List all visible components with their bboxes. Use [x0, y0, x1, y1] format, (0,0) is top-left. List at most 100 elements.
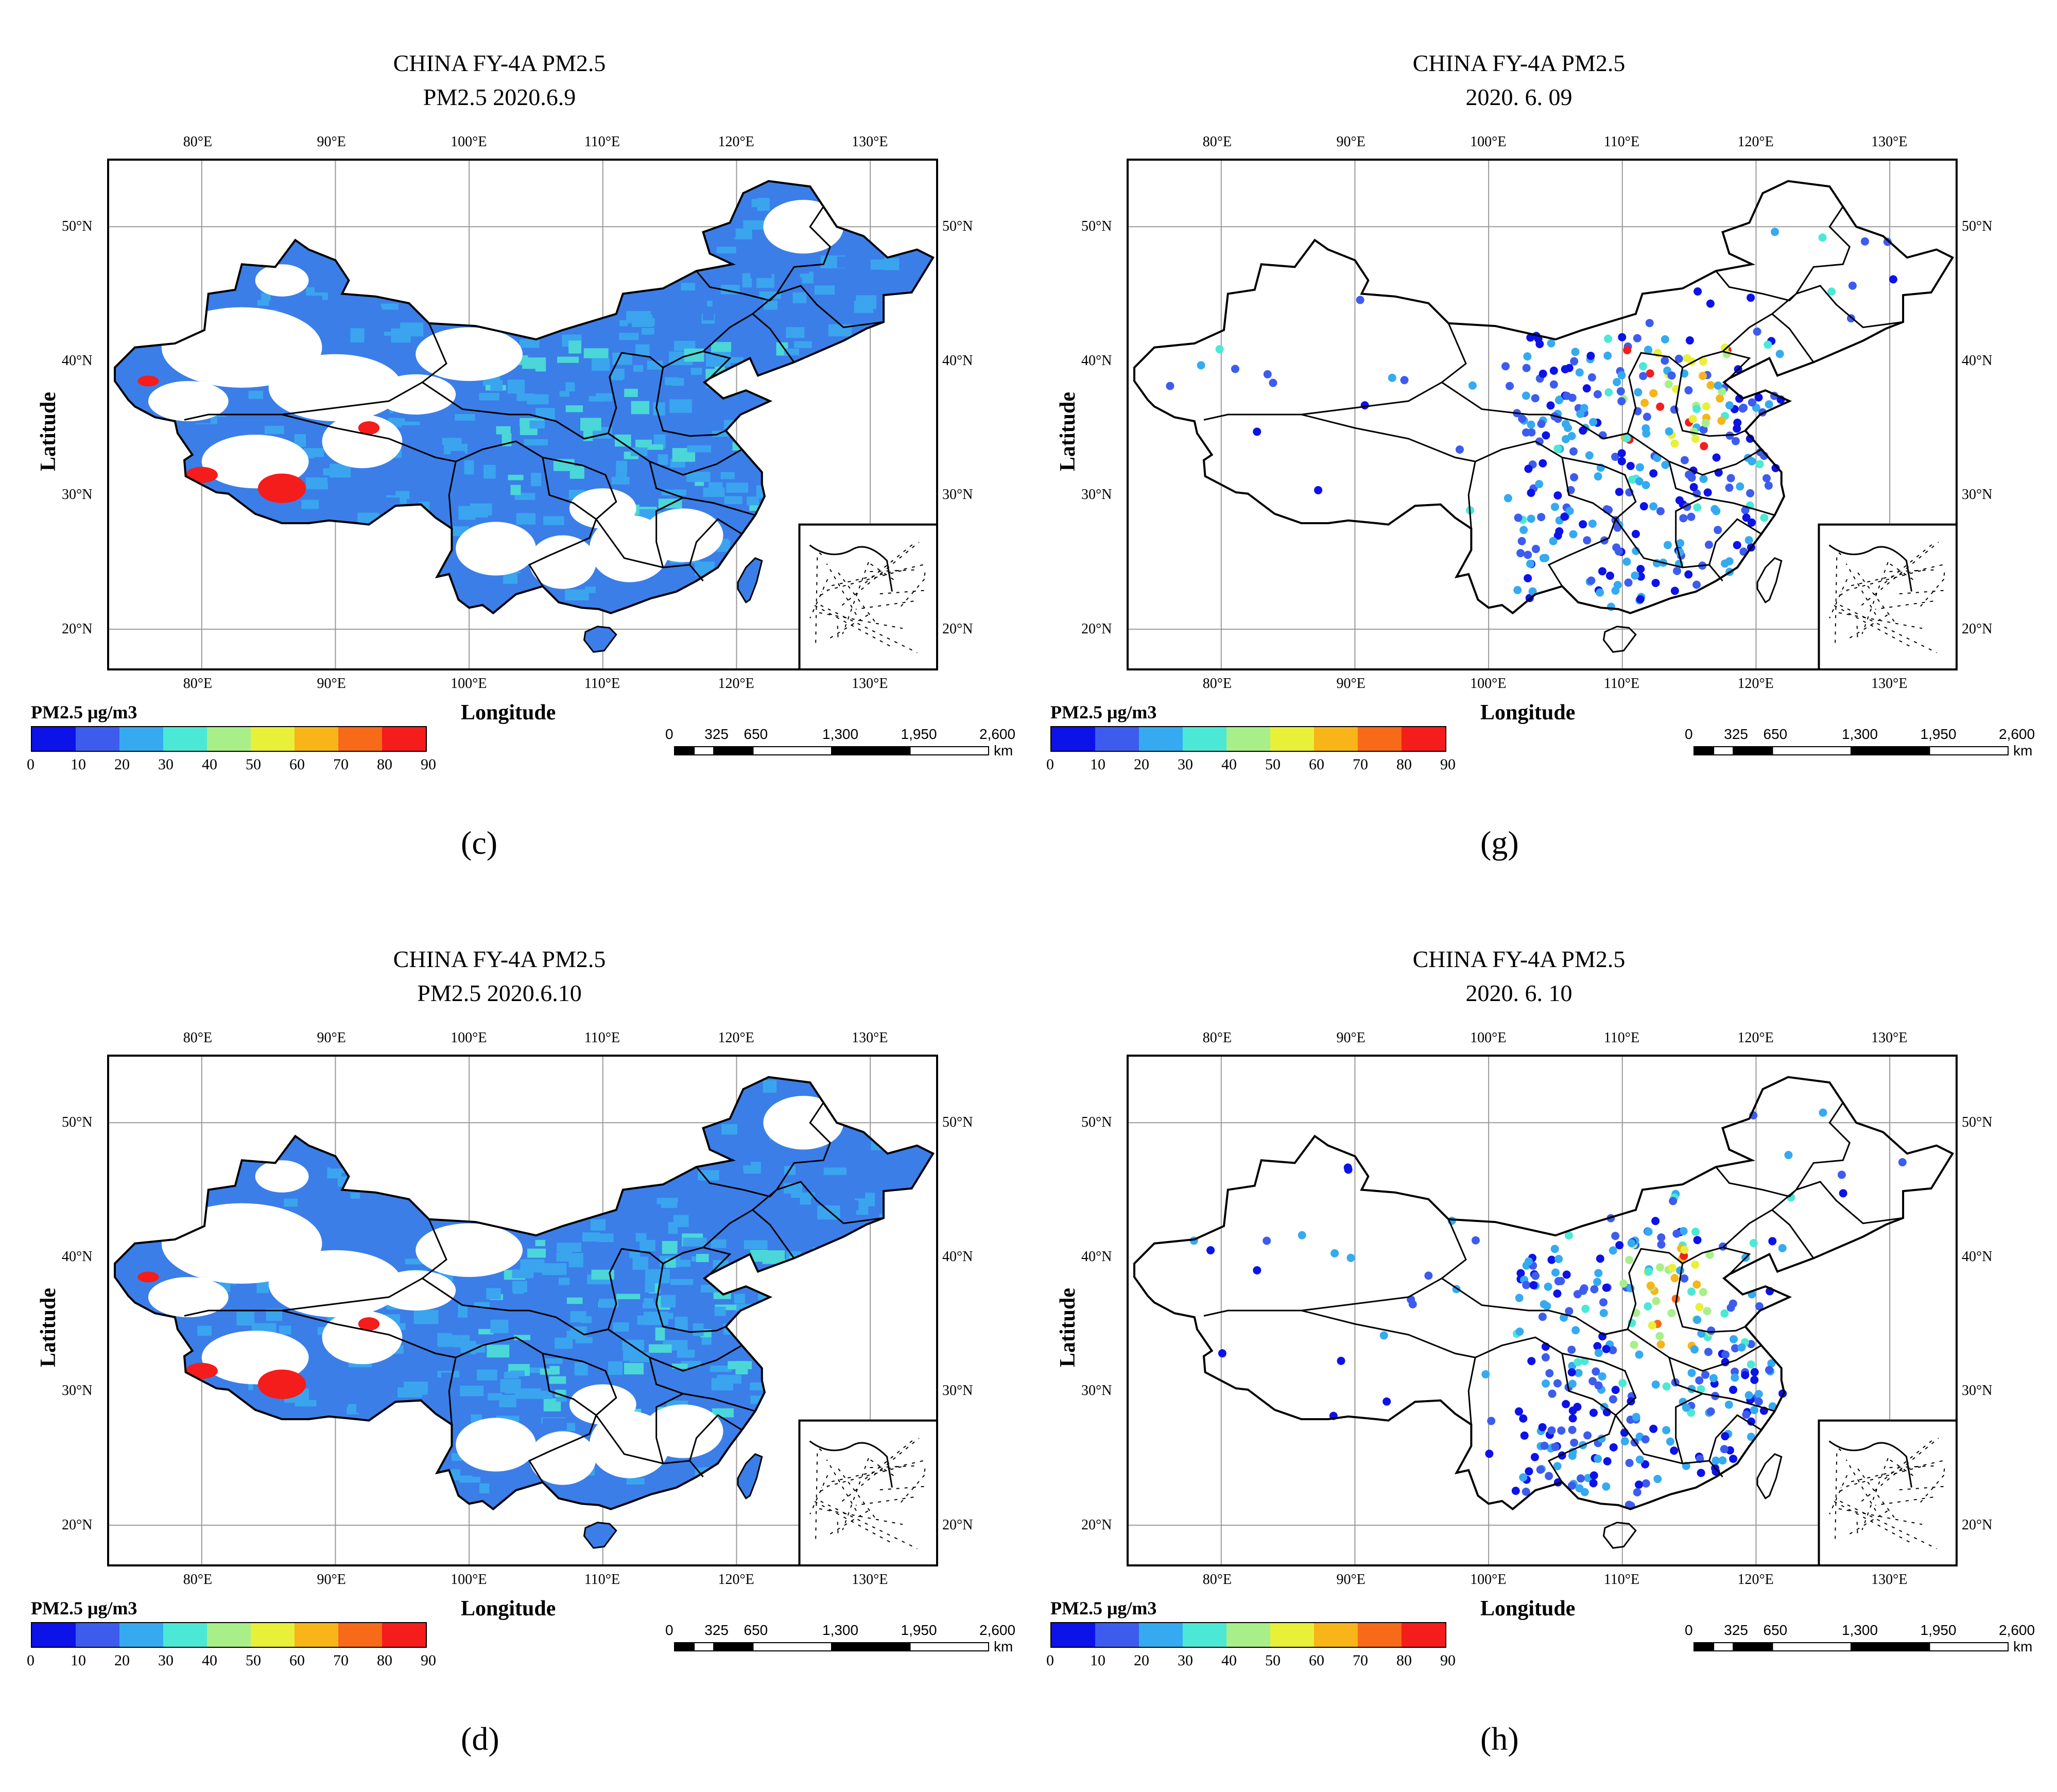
pm25-pixel — [681, 305, 694, 318]
scale-label: 325 — [704, 726, 729, 742]
hainan-outline — [583, 1522, 617, 1549]
pm25-pixel — [724, 496, 742, 504]
inset-feature — [820, 590, 828, 596]
station-dot — [1602, 1482, 1611, 1491]
pm25-pixel — [591, 1269, 614, 1280]
station-dot — [1506, 382, 1514, 390]
station-dot — [1742, 1410, 1751, 1419]
legend-tick: 30 — [1178, 756, 1193, 773]
pm25-pixel — [597, 1233, 614, 1243]
station-dot — [1745, 434, 1754, 443]
no-data-patch — [148, 381, 229, 422]
station-dot — [1819, 1108, 1827, 1117]
legend-tick: 50 — [246, 1652, 261, 1669]
station-dot — [1717, 417, 1726, 425]
pm25-pixel — [874, 282, 889, 290]
station-dot — [1645, 319, 1654, 328]
station-dot — [1592, 1367, 1600, 1376]
station-dot — [1684, 570, 1693, 579]
pm25-pixel — [686, 472, 711, 483]
pm25-pixel — [734, 1152, 751, 1166]
inset-feature — [1943, 570, 1946, 576]
pm25-pixel — [655, 1327, 665, 1341]
pm25-pixel — [418, 494, 428, 503]
legend-title: PM2.5 μg/m3 — [1050, 702, 1157, 722]
station-dot — [1546, 401, 1555, 410]
inset-feature — [1857, 1468, 1896, 1520]
station-dot — [1537, 513, 1546, 522]
station-dot — [1568, 1414, 1577, 1423]
taiwan-outline — [1756, 1453, 1783, 1500]
station-dot — [1382, 1397, 1391, 1406]
station-dot — [1664, 380, 1673, 389]
station-dot — [1656, 1340, 1665, 1349]
station-dot — [1729, 1335, 1738, 1343]
station-dot — [1542, 1379, 1550, 1388]
station-dot — [1749, 1238, 1758, 1247]
inset-coastline — [1828, 1440, 1913, 1488]
station-dot — [1623, 346, 1632, 354]
lon-tick-bottom: 90°E — [1336, 1572, 1365, 1588]
map-canvas — [107, 1055, 989, 1651]
province-border — [455, 440, 617, 520]
station-dot — [1767, 1359, 1776, 1368]
scale-label: 650 — [744, 726, 768, 742]
inset-feature — [924, 1466, 926, 1472]
legend-colorbar — [31, 1622, 427, 1648]
lon-tick-top: 90°E — [1336, 1030, 1365, 1046]
station-dot — [1738, 404, 1747, 413]
scale-segment — [694, 746, 715, 755]
pm25-pixel — [496, 426, 511, 435]
pm25-pixel — [779, 277, 802, 289]
station-dot — [1657, 1240, 1666, 1249]
station-dot — [1742, 513, 1751, 522]
lon-tick-bottom: 90°E — [1336, 676, 1365, 692]
hainan-island — [584, 1522, 616, 1548]
pm25-pixel — [294, 434, 306, 447]
station-dot — [1547, 339, 1555, 348]
station-dot — [1522, 1487, 1530, 1496]
scale-label: 1,950 — [901, 1622, 937, 1638]
station-dot — [1531, 394, 1540, 403]
pm25-pixel — [669, 399, 692, 413]
pm25-pixel — [721, 1124, 737, 1135]
legend-tick: 50 — [246, 756, 261, 773]
y-axis-title: Latitude — [1056, 1287, 1080, 1367]
no-data-patch — [643, 1404, 723, 1458]
pm25-pixel — [524, 439, 548, 445]
y-axis-title: Latitude — [37, 1287, 60, 1367]
pm25-pixel — [459, 1476, 481, 1483]
legend-swatch — [76, 1623, 119, 1647]
legend-swatch — [338, 1623, 382, 1647]
lat-tick-right: 40°N — [942, 352, 973, 369]
station-dot — [1540, 1441, 1549, 1450]
station-dot — [1587, 373, 1596, 382]
station-dot — [1636, 595, 1645, 604]
station-dot — [1667, 1309, 1676, 1318]
station-dot — [1594, 1381, 1603, 1390]
lon-tick-bottom: 120°E — [718, 1572, 754, 1588]
lon-tick-bottom: 130°E — [852, 676, 888, 692]
station-dot — [1527, 420, 1535, 429]
pm25-pixel — [479, 1483, 490, 1494]
inset-feature — [1838, 552, 1842, 555]
province-border — [1668, 1357, 1775, 1412]
legend-swatch — [1402, 727, 1445, 751]
pm25-pixel — [256, 1281, 269, 1294]
station-dot — [1569, 447, 1578, 456]
scale-label: 0 — [665, 1622, 673, 1638]
station-dot — [1685, 336, 1694, 345]
province-border — [1475, 440, 1637, 520]
station-dot — [1594, 1454, 1602, 1463]
station-dot — [1503, 494, 1512, 503]
map-panel-g: CHINA FY-4A PM2.5 2020. 6. 09 80°E 80°E 90°E… — [1046, 51, 2035, 896]
province-border — [776, 186, 832, 295]
station-dot — [1635, 477, 1644, 486]
pm25-pixel — [613, 1322, 629, 1332]
station-dot — [1687, 473, 1696, 482]
station-dot — [1693, 1236, 1702, 1245]
lon-tick-top: 130°E — [852, 134, 888, 150]
station-dot — [1768, 1402, 1777, 1411]
scale-segment — [1929, 1642, 2009, 1651]
map-canvas — [107, 159, 989, 755]
